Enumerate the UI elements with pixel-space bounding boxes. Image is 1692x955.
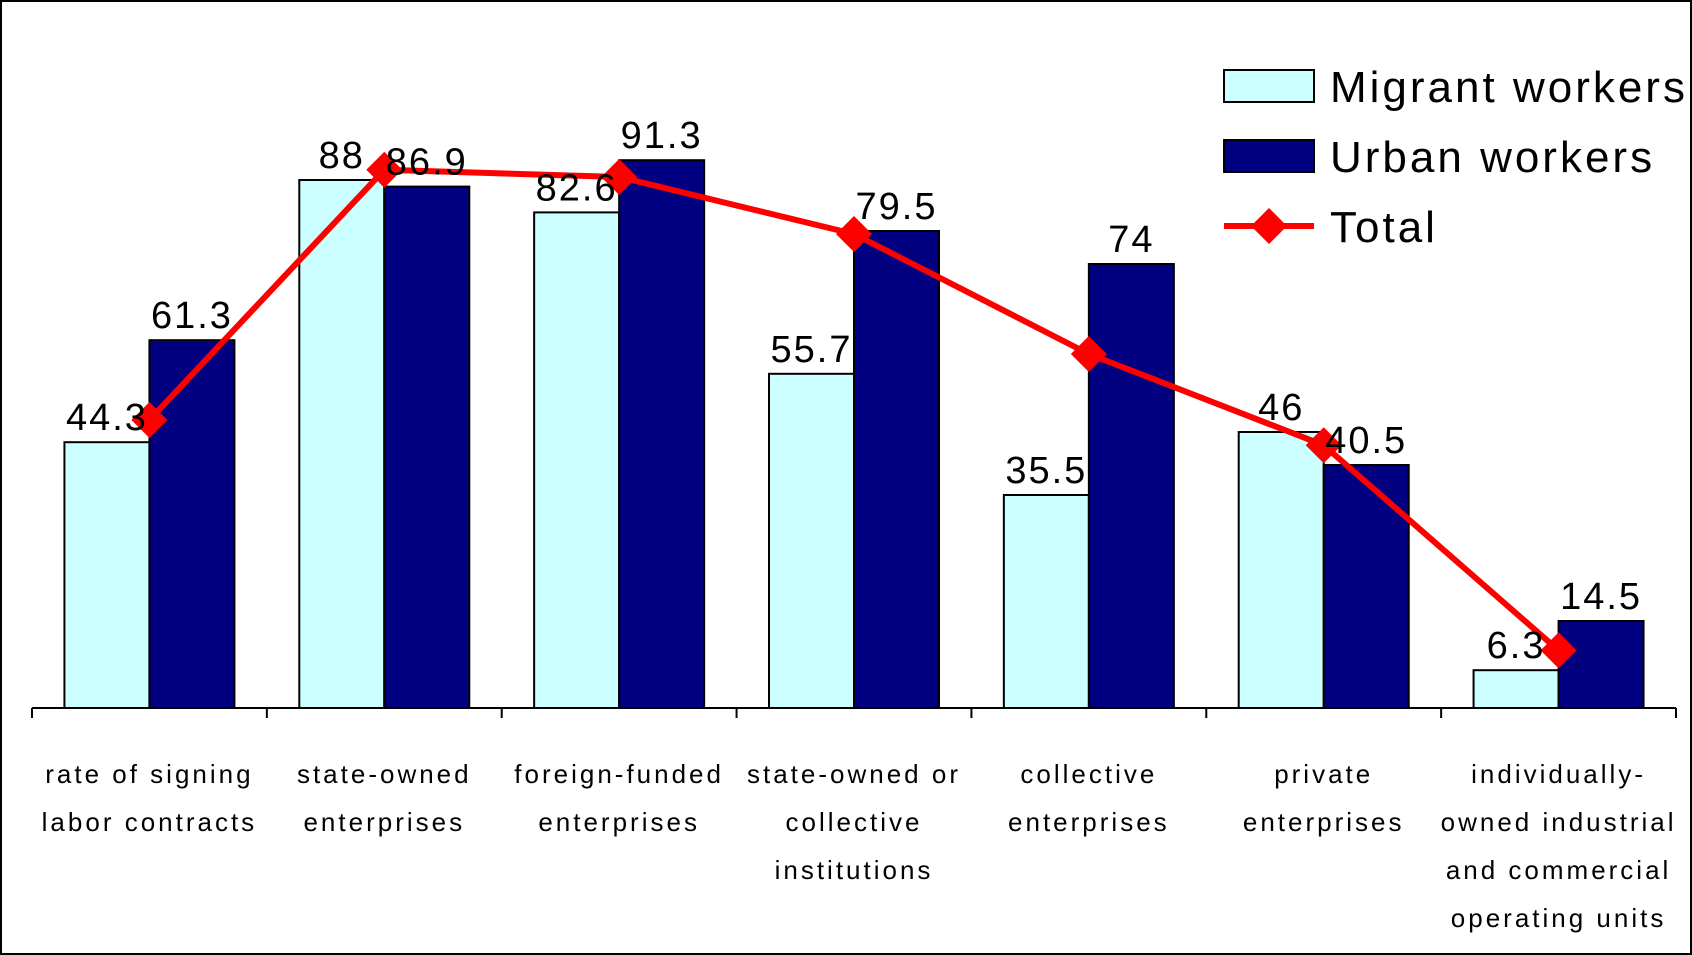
legend-swatch-0	[1223, 69, 1315, 103]
data-label-migrant-0: 44.3	[66, 397, 148, 439]
data-label-migrant-4: 35.5	[1005, 450, 1087, 492]
bar-urban-3	[853, 230, 940, 709]
legend: Migrant workers Urban workers Total	[1223, 63, 1688, 252]
total-point-2	[601, 159, 638, 195]
bar-migrant-1	[298, 179, 386, 709]
data-label-migrant-5: 46	[1258, 387, 1304, 429]
bar-migrant-2	[533, 211, 621, 709]
legend-swatch-1	[1223, 139, 1315, 173]
category-label-2: foreign-funded enterprises	[514, 759, 724, 837]
total-point-5	[1305, 427, 1342, 464]
data-labels-group: 44.3 88 82.6 55.7 35.5 46 6.3 61.3 86.9 91.3 79.5 7…	[66, 115, 1642, 667]
bar-urban-6	[1557, 620, 1645, 709]
legend-marker-2	[1251, 208, 1287, 244]
data-label-urban-1: 86.9	[386, 142, 468, 184]
bar-urban-4	[1087, 263, 1175, 709]
bar-migrant-0	[63, 441, 151, 709]
bar-urban-1	[383, 185, 471, 710]
data-label-migrant-1: 88	[319, 135, 365, 177]
total-point-1	[366, 151, 403, 188]
legend-label-0: Migrant workers	[1330, 63, 1688, 112]
bar-urban-0	[148, 339, 236, 709]
data-label-urban-5: 40.5	[1325, 420, 1407, 462]
total-point-4	[1070, 336, 1107, 372]
legend-label-2: Total	[1330, 203, 1438, 252]
data-label-urban-0: 61.3	[151, 295, 233, 337]
data-label-urban-3: 79.5	[856, 186, 938, 228]
category-labels-group: rate of signing labor contracts state-owne…	[42, 759, 1677, 933]
data-label-migrant-6: 6.3	[1487, 625, 1546, 667]
category-label-4: collective enterprises	[1008, 759, 1170, 837]
category-label-1: state-owned enterprises	[297, 759, 472, 837]
bars-group	[63, 159, 1645, 710]
category-label-5: private enterprises	[1243, 759, 1405, 837]
x-axis	[31, 707, 1677, 718]
total-point-3	[836, 216, 872, 252]
total-point-6	[1540, 632, 1577, 669]
legend-label-1: Urban workers	[1330, 133, 1655, 182]
bar-urban-5	[1322, 464, 1410, 709]
data-label-urban-4: 74	[1108, 219, 1154, 261]
data-label-urban-2: 91.3	[621, 115, 703, 157]
category-label-3: state-owned or collective institutions	[747, 759, 961, 885]
total-point-0	[131, 402, 168, 438]
category-label-6: individually-owned industrial and commerc…	[1441, 759, 1677, 933]
bar-migrant-6	[1472, 669, 1560, 710]
bar-migrant-4	[1002, 494, 1090, 709]
data-label-urban-6: 14.5	[1560, 576, 1642, 618]
data-label-migrant-2: 82.6	[536, 167, 618, 209]
bar-migrant-5	[1237, 431, 1325, 709]
data-label-migrant-3: 55.7	[771, 329, 853, 371]
bar-migrant-3	[768, 372, 855, 709]
total-line-group	[131, 151, 1577, 669]
category-label-0: rate of signing labor contracts	[42, 759, 258, 837]
bar-urban-2	[618, 159, 706, 709]
